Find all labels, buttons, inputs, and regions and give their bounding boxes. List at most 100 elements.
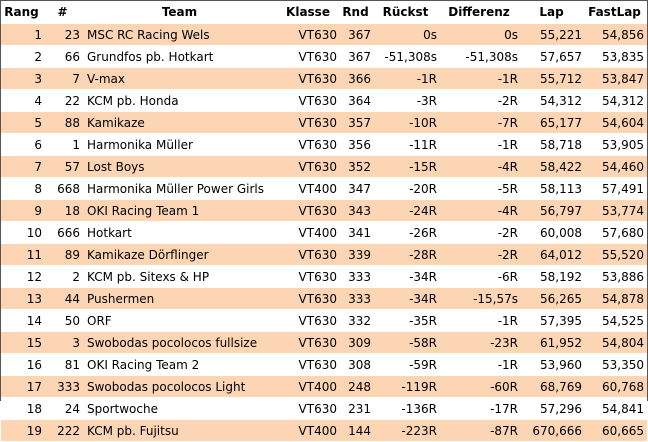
- table-row[interactable]: 7 57 Lost Boys VT630 352 -15R -4R 58,422 54,460: [1, 155, 647, 178]
- cell-klasse: VT400: [279, 177, 340, 200]
- cell-klasse: VT630: [279, 111, 340, 134]
- cell-klasse: VT630: [279, 243, 340, 266]
- cell-lap: 58,192: [521, 265, 585, 288]
- table-row[interactable]: 17 333 Swobodas pocolocos Light VT400 248 -11…: [1, 375, 647, 398]
- column-header-number[interactable]: #: [45, 1, 83, 24]
- cell-team: Swobodas pocolocos fullsize: [83, 331, 279, 354]
- column-header-differenz[interactable]: Differenz: [440, 1, 521, 24]
- cell-rnd: 357: [340, 111, 374, 134]
- cell-rnd: 356: [340, 133, 374, 156]
- table-row[interactable]: 13 44 Pushermen VT630 333 -34R -15,57s 56,265 54…: [1, 287, 647, 310]
- cell-rueckst: -51,308s: [374, 45, 440, 68]
- header-row: Rang # Team Klasse Rnd Rückst Differenz …: [1, 1, 647, 24]
- cell-differenz: -1R: [440, 309, 521, 332]
- cell-differenz: -6R: [440, 265, 521, 288]
- cell-differenz: -5R: [440, 177, 521, 200]
- cell-differenz: -23R: [440, 331, 521, 354]
- cell-number: 88: [45, 111, 83, 134]
- column-header-rnd[interactable]: Rnd: [340, 1, 374, 24]
- table-row[interactable]: 8 668 Harmonika Müller Power Girls VT400 347…: [1, 177, 647, 200]
- table-row[interactable]: 10 666 Hotkart VT400 341 -26R -2R 60,008 57,680: [1, 221, 647, 244]
- cell-rnd: 333: [340, 265, 374, 288]
- column-header-rang[interactable]: Rang: [1, 1, 45, 24]
- table-row[interactable]: 14 50 ORF VT630 332 -35R -1R 57,395 54,525: [1, 309, 647, 332]
- column-header-team[interactable]: Team: [83, 1, 279, 24]
- cell-differenz: -2R: [440, 243, 521, 266]
- cell-team: KCM pb. Fujitsu: [83, 419, 279, 442]
- column-header-fastlap[interactable]: FastLap: [585, 1, 647, 24]
- cell-lap: 64,012: [521, 243, 585, 266]
- cell-rnd: 144: [340, 419, 374, 442]
- cell-team: OKI Racing Team 1: [83, 199, 279, 222]
- cell-team: Lost Boys: [83, 155, 279, 178]
- cell-klasse: VT400: [279, 419, 340, 442]
- cell-klasse: VT630: [279, 353, 340, 376]
- cell-fastlap: 54,856: [585, 23, 647, 46]
- cell-rnd: 308: [340, 353, 374, 376]
- table-row[interactable]: 15 3 Swobodas pocolocos fullsize VT630 309 -5…: [1, 331, 647, 354]
- cell-differenz: -4R: [440, 155, 521, 178]
- table-row[interactable]: 12 2 KCM pb. Sitexs & HP VT630 333 -34R -6R 58,…: [1, 265, 647, 288]
- cell-number: 333: [45, 375, 83, 398]
- cell-team: Kamikaze Dörflinger: [83, 243, 279, 266]
- cell-lap: 61,952: [521, 331, 585, 354]
- cell-rnd: 333: [340, 287, 374, 310]
- cell-rnd: 332: [340, 309, 374, 332]
- table-row[interactable]: 19 222 KCM pb. Fujitsu VT400 144 -223R -87R 670…: [1, 419, 647, 442]
- cell-fastlap: 54,604: [585, 111, 647, 134]
- cell-rueckst: -34R: [374, 265, 440, 288]
- column-header-lap[interactable]: Lap: [521, 1, 585, 24]
- cell-number: 22: [45, 89, 83, 112]
- cell-rnd: 343: [340, 199, 374, 222]
- table-row[interactable]: 9 18 OKI Racing Team 1 VT630 343 -24R -4R 56,79…: [1, 199, 647, 222]
- cell-fastlap: 60,768: [585, 375, 647, 398]
- table-row[interactable]: 11 89 Kamikaze Dörflinger VT630 339 -28R -2R 64…: [1, 243, 647, 266]
- cell-rueckst: -223R: [374, 419, 440, 442]
- cell-klasse: VT630: [279, 155, 340, 178]
- cell-number: 666: [45, 221, 83, 244]
- cell-rnd: 364: [340, 89, 374, 112]
- cell-fastlap: 57,491: [585, 177, 647, 200]
- cell-rnd: 352: [340, 155, 374, 178]
- cell-rang: 3: [1, 67, 45, 90]
- cell-number: 89: [45, 243, 83, 266]
- cell-fastlap: 55,520: [585, 243, 647, 266]
- cell-fastlap: 60,665: [585, 419, 647, 442]
- table-row[interactable]: 16 81 OKI Racing Team 2 VT630 308 -59R -1R 53,9…: [1, 353, 647, 376]
- cell-rang: 11: [1, 243, 45, 266]
- cell-rang: 9: [1, 199, 45, 222]
- cell-fastlap: 53,847: [585, 67, 647, 90]
- cell-klasse: VT630: [279, 67, 340, 90]
- cell-rang: 5: [1, 111, 45, 134]
- cell-rang: 10: [1, 221, 45, 244]
- cell-rnd: 341: [340, 221, 374, 244]
- cell-team: Pushermen: [83, 287, 279, 310]
- cell-lap: 58,718: [521, 133, 585, 156]
- cell-fastlap: 54,525: [585, 309, 647, 332]
- cell-team: KCM pb. Sitexs & HP: [83, 265, 279, 288]
- cell-number: 222: [45, 419, 83, 442]
- table-row[interactable]: 4 22 KCM pb. Honda VT630 364 -3R -2R 54,312 54,3…: [1, 89, 647, 112]
- cell-differenz: -87R: [440, 419, 521, 442]
- table-row[interactable]: 1 23 MSC RC Racing Wels VT630 367 0s 0s 55,221 5…: [1, 23, 647, 46]
- table-row[interactable]: 2 66 Grundfos pb. Hotkart VT630 367 -51,308s -…: [1, 45, 647, 68]
- cell-rueckst: 0s: [374, 23, 440, 46]
- column-header-rueckst[interactable]: Rückst: [374, 1, 440, 24]
- cell-rang: 17: [1, 375, 45, 398]
- cell-differenz: -1R: [440, 133, 521, 156]
- cell-fastlap: 57,680: [585, 221, 647, 244]
- table-row[interactable]: 3 7 V-max VT630 366 -1R -1R 55,712 53,847: [1, 67, 647, 90]
- cell-team: Hotkart: [83, 221, 279, 244]
- cell-rang: 19: [1, 419, 45, 442]
- cell-lap: 58,422: [521, 155, 585, 178]
- table-row[interactable]: 5 88 Kamikaze VT630 357 -10R -7R 65,177 54,604: [1, 111, 647, 134]
- cell-team: V-max: [83, 67, 279, 90]
- cell-rueckst: -20R: [374, 177, 440, 200]
- cell-team: OKI Racing Team 2: [83, 353, 279, 376]
- table-row[interactable]: 6 1 Harmonika Müller VT630 356 -11R -1R 58,718 5…: [1, 133, 647, 156]
- cell-lap: 55,221: [521, 23, 585, 46]
- cell-rang: 6: [1, 133, 45, 156]
- cell-differenz: -4R: [440, 199, 521, 222]
- cell-fastlap: 54,460: [585, 155, 647, 178]
- column-header-klasse[interactable]: Klasse: [279, 1, 340, 24]
